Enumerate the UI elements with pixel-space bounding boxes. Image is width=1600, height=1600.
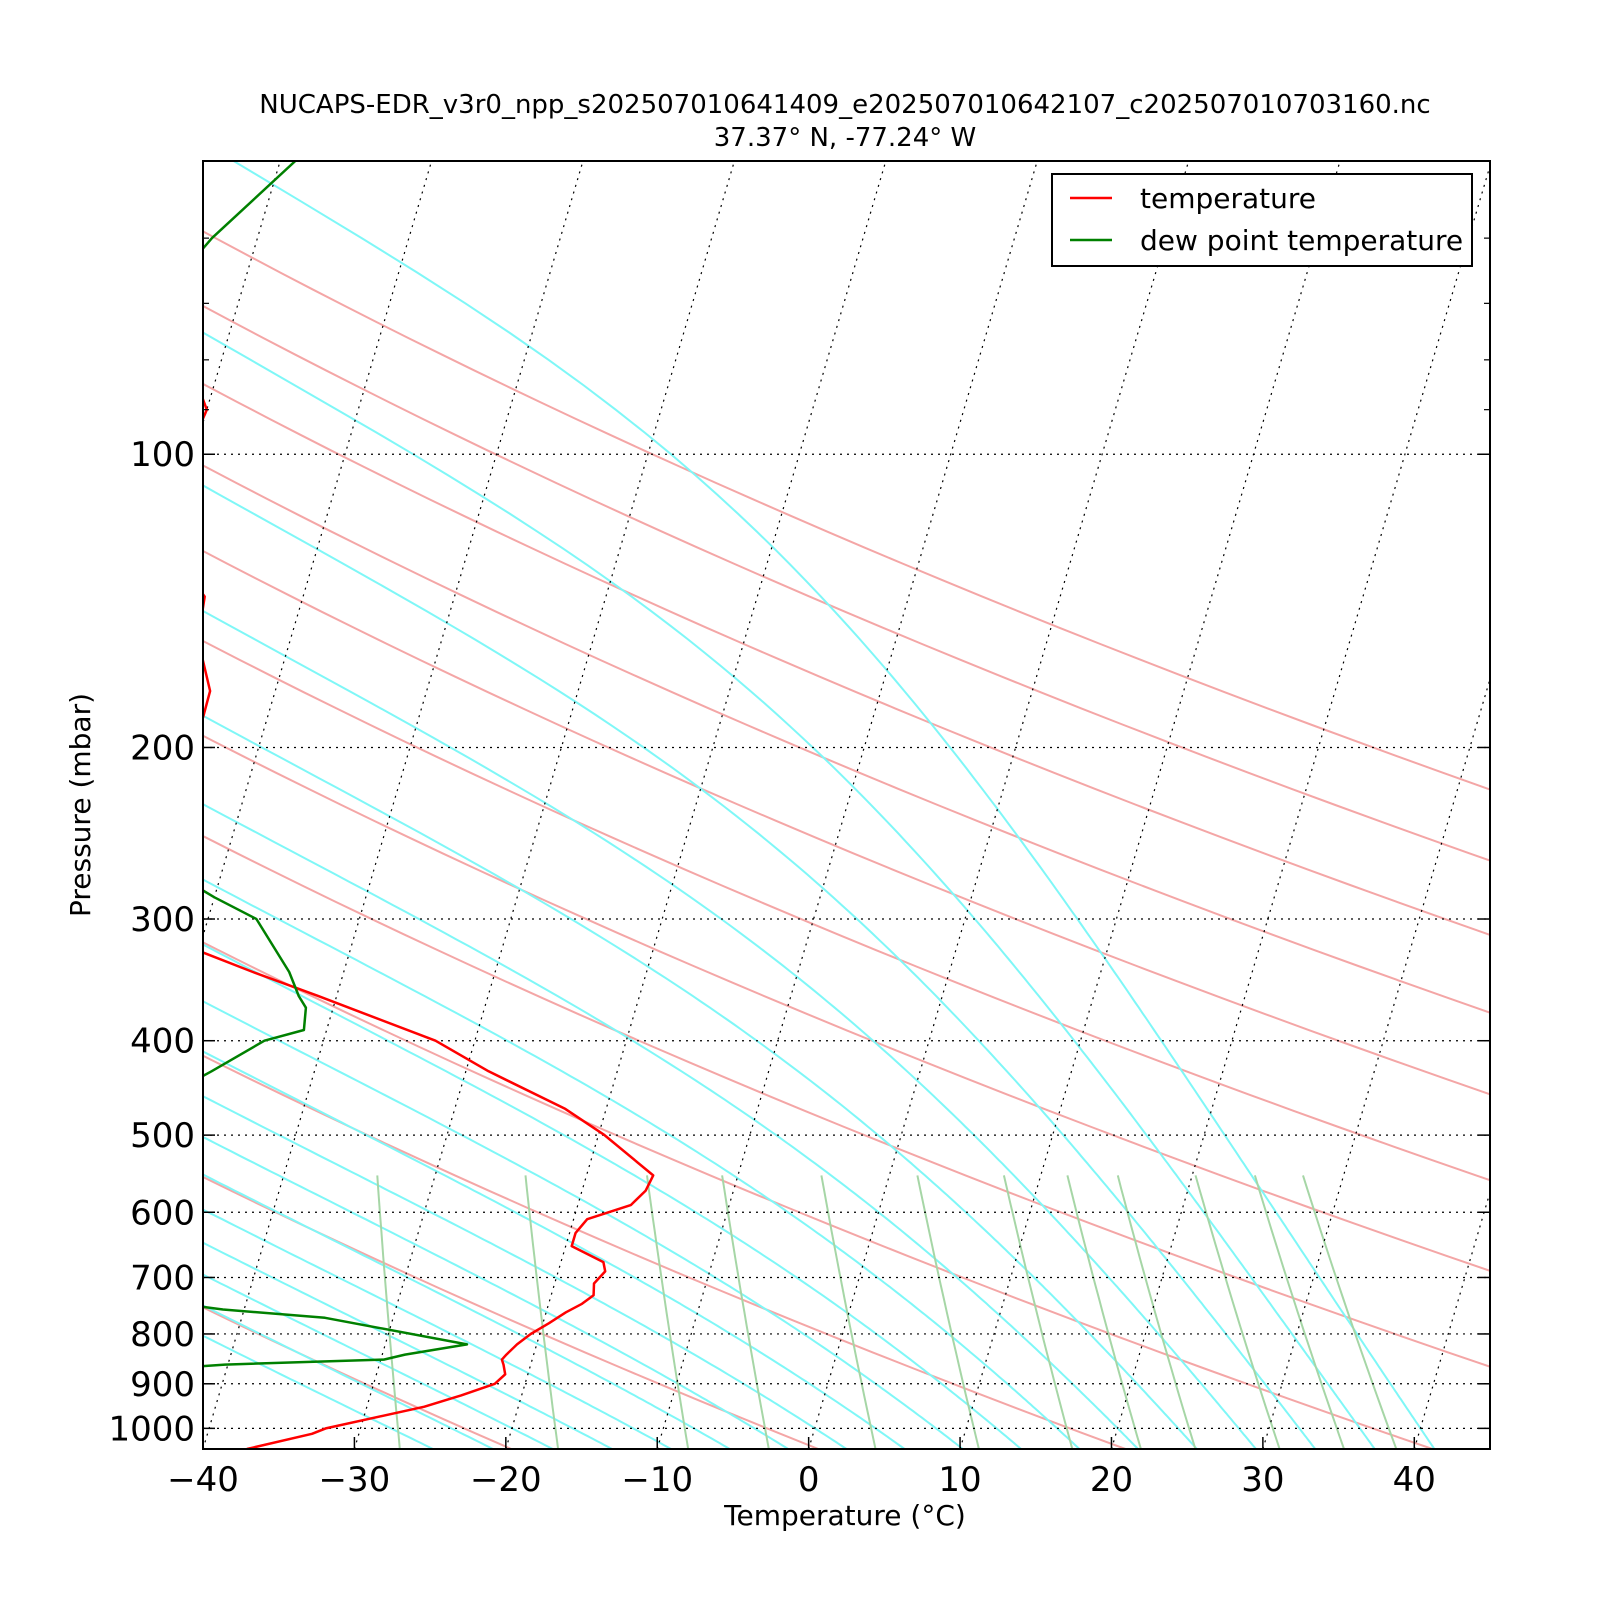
- moist-adiabat-line: [203, 331, 1376, 1449]
- moist-adiabat-line: [203, 803, 1139, 1449]
- moist-adiabat-line: [203, 1095, 848, 1449]
- isotherm-line: [1413, 1190, 1490, 1449]
- x-tick-label: 20: [1090, 1460, 1133, 1500]
- isotherm-line: [1262, 677, 1490, 1449]
- dry-adiabat-line: [203, 734, 1490, 1272]
- legend: temperature dew point temperature: [1051, 173, 1473, 267]
- dry-adiabat-line: [203, 1054, 1126, 1449]
- legend-box: [1051, 173, 1473, 267]
- moist-adiabat-line: [203, 609, 1257, 1449]
- isotherm-line: [808, 161, 1190, 1449]
- moist-adiabat-line: [203, 1173, 731, 1449]
- plot-frame: [202, 160, 1491, 1450]
- moist-adiabat-line: [203, 1334, 434, 1449]
- mixing-ratio-line: [820, 1175, 877, 1449]
- mixing-ratio-line: [1002, 1175, 1074, 1449]
- x-tick-label: −10: [621, 1460, 693, 1500]
- dry-adiabat-line: [203, 941, 1433, 1449]
- mixing-ratio-line: [376, 1175, 401, 1449]
- moist-adiabat-line: [203, 484, 1317, 1449]
- y-tick-label: 900: [130, 1365, 195, 1405]
- y-tick-label: 200: [130, 728, 195, 768]
- moist-adiabat-line: [203, 1208, 672, 1449]
- mixing-ratio-lines: [376, 1175, 1398, 1449]
- isotherm-line: [959, 161, 1341, 1449]
- x-tick-label: 10: [938, 1460, 981, 1500]
- y-tick-label: 400: [130, 1022, 195, 1062]
- moist-adiabat-line: [203, 1273, 554, 1449]
- dry-adiabat-line: [203, 382, 1490, 936]
- data-series: [203, 161, 655, 1449]
- moist-adiabat-line: [233, 161, 1436, 1449]
- y-tick-label: 300: [130, 900, 195, 940]
- dry-adiabat-line: [203, 464, 1490, 1014]
- y-tick-label: 100: [130, 435, 195, 475]
- plot-area: [203, 161, 1600, 1449]
- dry-adiabat-line: [203, 639, 1490, 1182]
- temperature-line: [203, 395, 655, 1449]
- mixing-ratio-line: [1066, 1175, 1142, 1449]
- dry-adiabat-line: [203, 834, 1490, 1368]
- moist-adiabats: [203, 161, 1436, 1449]
- moist-adiabat-line: [203, 714, 1198, 1449]
- mixing-ratio-line: [1253, 1175, 1345, 1449]
- dry-adiabat-line: [203, 549, 1490, 1096]
- dry-adiabat-line: [203, 1175, 819, 1449]
- dry-adiabat-line: [203, 304, 1490, 862]
- x-tick-label: −30: [319, 1460, 391, 1500]
- isotherm-line: [505, 161, 887, 1449]
- dewpoint-line: [203, 161, 469, 1368]
- y-tick-label: 500: [130, 1116, 195, 1156]
- x-tick-label: 30: [1241, 1460, 1284, 1500]
- mixing-ratio-line: [1116, 1175, 1197, 1449]
- isotherm-line: [1566, 161, 1600, 1449]
- legend-label-dewpoint: dew point temperature: [1140, 224, 1463, 257]
- x-axis-ticks: −40 −30 −20 −10 0 10 20 30 40: [167, 1437, 1436, 1500]
- moist-adiabat-line: [203, 943, 1022, 1449]
- mixing-ratio-line: [524, 1175, 560, 1449]
- y-tick-label: 700: [130, 1258, 195, 1298]
- chart-subtitle: 37.37° N, -77.24° W: [714, 123, 976, 153]
- dry-adiabats: [203, 230, 1490, 1449]
- moist-adiabat-line: [203, 1000, 964, 1449]
- y-axis-label: Pressure (mbar): [64, 693, 97, 917]
- chart-title: NUCAPS-EDR_v3r0_npp_s202507010641409_e20…: [259, 90, 1430, 120]
- moist-adiabat-line: [203, 878, 1081, 1449]
- moist-adiabat-line: [203, 1304, 494, 1449]
- moist-adiabat-line: [203, 1241, 613, 1449]
- dry-adiabat-line: [203, 230, 1490, 791]
- x-tick-label: 40: [1393, 1460, 1436, 1500]
- moist-adiabat-line: [203, 1050, 906, 1449]
- x-tick-label: −40: [167, 1460, 239, 1500]
- moist-adiabat-line: [203, 1135, 789, 1449]
- x-tick-label: 0: [798, 1460, 820, 1500]
- y-tick-label: 800: [130, 1315, 195, 1355]
- y-tick-label: 600: [130, 1193, 195, 1233]
- isotherm-line: [203, 161, 584, 1449]
- x-axis-label: Temperature (°C): [723, 1499, 966, 1532]
- isobar-grid: [203, 453, 1490, 1429]
- mixing-ratio-line: [916, 1175, 980, 1449]
- x-tick-label: −20: [470, 1460, 542, 1500]
- isotherm-line: [203, 161, 281, 425]
- isotherm-line: [1110, 163, 1490, 1449]
- y-tick-label: 1000: [108, 1409, 195, 1449]
- mixing-ratio-line: [1302, 1175, 1398, 1449]
- mixing-ratio-line: [1194, 1175, 1281, 1449]
- legend-label-temperature: temperature: [1140, 182, 1316, 215]
- mixing-ratio-line: [721, 1175, 770, 1449]
- mixing-ratio-line: [646, 1175, 690, 1449]
